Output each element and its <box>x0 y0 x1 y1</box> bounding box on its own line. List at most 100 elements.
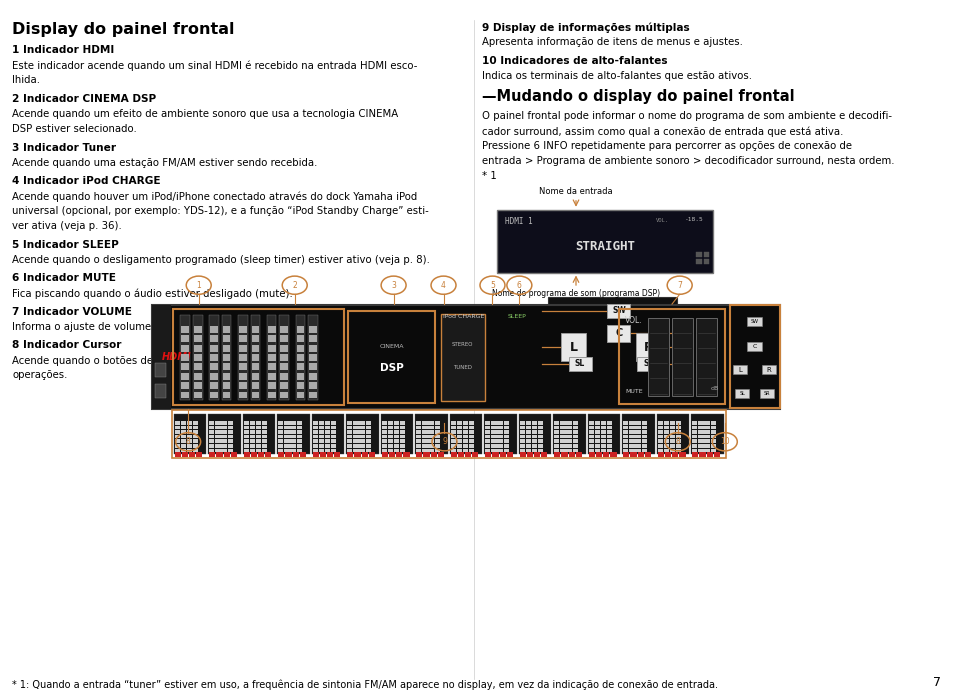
Bar <box>519 452 526 457</box>
Bar <box>348 435 352 438</box>
Bar <box>469 421 474 425</box>
Bar <box>209 440 214 443</box>
Bar <box>194 326 202 333</box>
Bar <box>297 426 301 429</box>
Text: Surround speaker R: Surround speaker R <box>685 359 780 368</box>
Bar <box>331 435 336 438</box>
Bar <box>463 430 468 434</box>
Bar <box>388 440 393 443</box>
Bar <box>611 452 616 457</box>
Text: 2: 2 <box>293 281 297 289</box>
Bar <box>691 414 724 454</box>
Bar <box>194 391 202 398</box>
Bar <box>519 426 525 429</box>
Bar <box>463 440 468 443</box>
Bar <box>622 414 655 454</box>
Bar <box>388 426 393 429</box>
Bar <box>319 430 324 434</box>
Bar <box>187 444 192 447</box>
Bar <box>554 440 560 443</box>
Bar <box>175 430 180 434</box>
Bar <box>175 421 180 425</box>
Text: Este indicador acende quando um sinal HDMI é recebido na entrada HDMI esco-: Este indicador acende quando um sinal HD… <box>12 61 418 71</box>
Bar <box>657 414 689 454</box>
Bar <box>762 366 777 375</box>
Bar <box>228 430 232 434</box>
Bar <box>280 336 288 342</box>
Bar <box>692 449 697 452</box>
Bar <box>331 440 336 443</box>
Bar <box>566 426 571 429</box>
Bar <box>278 430 283 434</box>
Bar <box>194 373 202 380</box>
Bar <box>210 363 218 370</box>
Bar <box>224 452 229 457</box>
Bar <box>463 449 468 452</box>
Bar <box>704 259 709 264</box>
Bar <box>631 452 636 457</box>
Text: L: L <box>738 367 742 373</box>
Bar <box>492 426 496 429</box>
Bar <box>353 435 358 438</box>
Bar <box>312 414 345 454</box>
Text: Acende quando houver um iPod/iPhone conectado através do dock Yamaha iPod: Acende quando houver um iPod/iPhone cone… <box>12 191 418 202</box>
Bar <box>730 305 780 408</box>
Bar <box>422 449 427 452</box>
Bar <box>320 452 326 457</box>
Bar <box>297 391 304 398</box>
Bar <box>331 449 336 452</box>
Bar <box>504 440 509 443</box>
Bar <box>348 444 352 447</box>
Bar <box>588 430 594 434</box>
Bar <box>180 421 186 425</box>
Bar <box>428 435 434 438</box>
Bar <box>561 426 565 429</box>
Bar <box>435 426 440 429</box>
Bar <box>193 315 203 400</box>
Bar <box>539 444 543 447</box>
Bar <box>279 315 289 400</box>
Bar <box>222 421 227 425</box>
Bar <box>252 326 259 333</box>
Bar <box>623 430 629 434</box>
Bar <box>451 421 456 425</box>
Bar <box>348 452 353 457</box>
Bar <box>278 444 283 447</box>
Text: 3 Indicador Tuner: 3 Indicador Tuner <box>12 143 116 152</box>
Bar <box>223 391 230 398</box>
Bar <box>280 382 288 389</box>
Text: Acende quando o desligamento programado (sleep timer) estiver ativo (veja p. 8).: Acende quando o desligamento programado … <box>12 254 430 265</box>
Bar <box>297 440 301 443</box>
Bar <box>623 444 629 447</box>
Bar <box>400 440 405 443</box>
Bar <box>209 421 214 425</box>
Bar <box>422 421 427 425</box>
Text: 1 Indicador HDMI: 1 Indicador HDMI <box>12 45 115 55</box>
Bar <box>194 336 202 342</box>
Bar <box>636 333 661 361</box>
Bar <box>519 444 525 447</box>
Bar <box>193 421 199 425</box>
Bar <box>457 430 462 434</box>
Bar <box>422 435 427 438</box>
Bar <box>297 430 301 434</box>
Bar <box>497 421 503 425</box>
Bar <box>554 449 560 452</box>
Bar <box>175 444 180 447</box>
Bar <box>297 363 304 370</box>
Bar <box>457 435 462 438</box>
Bar <box>417 449 421 452</box>
Bar <box>262 440 267 443</box>
Bar <box>588 444 594 447</box>
Text: SL: SL <box>575 359 586 368</box>
Text: * 1: * 1 <box>482 171 496 181</box>
Bar <box>457 421 462 425</box>
Bar <box>499 452 506 457</box>
Bar <box>636 430 640 434</box>
Bar <box>676 440 682 443</box>
Bar <box>250 444 255 447</box>
Bar <box>180 315 190 400</box>
Bar <box>262 444 267 447</box>
Bar <box>641 421 647 425</box>
Bar <box>619 309 725 404</box>
